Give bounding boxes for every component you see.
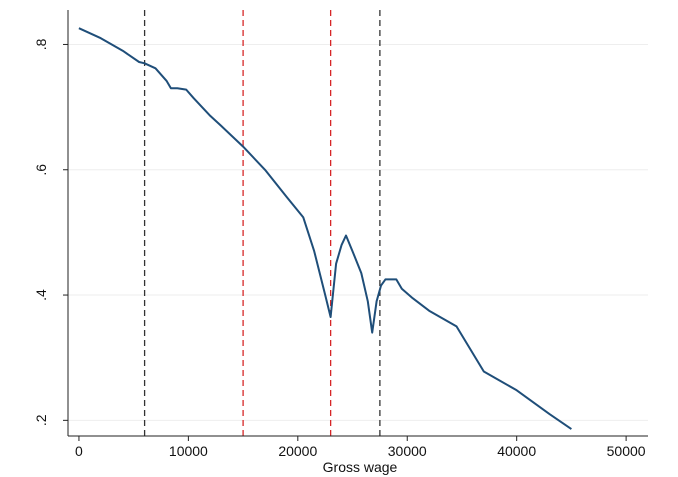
y-tick-label: .6 — [33, 164, 49, 176]
y-tick-label: .2 — [33, 414, 49, 426]
ticks: 0 10000 20000 30000 40000 50000 .2 .4 .6 .8 — [33, 38, 646, 459]
series-layer — [78, 27, 572, 430]
y-tick-label: .8 — [33, 38, 49, 50]
x-tick-label: 50000 — [607, 443, 646, 459]
axes — [67, 10, 648, 437]
x-axis-title: Gross wage — [323, 459, 398, 475]
x-tick-label: 30000 — [388, 443, 427, 459]
series-line-0 — [78, 27, 572, 430]
gridlines — [68, 43, 648, 421]
reference-lines — [143, 10, 381, 436]
y-tick-label: .4 — [33, 289, 49, 301]
x-tick-label: 40000 — [497, 443, 536, 459]
x-tick-label: 0 — [75, 443, 83, 459]
x-tick-label: 10000 — [169, 443, 208, 459]
x-tick-label: 20000 — [278, 443, 317, 459]
